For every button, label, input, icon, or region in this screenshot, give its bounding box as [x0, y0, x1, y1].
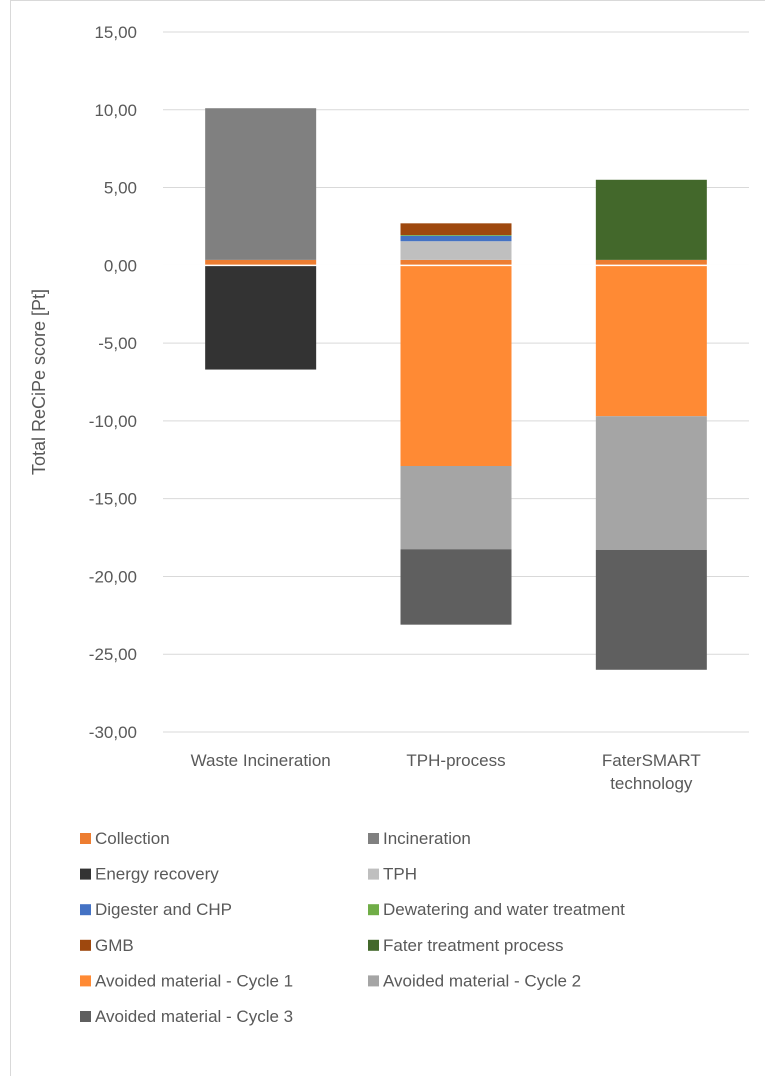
bar-segment [595, 416, 707, 550]
y-tick-label: 10,00 [94, 101, 137, 120]
bar-segment [400, 241, 512, 260]
bars [163, 108, 749, 670]
legend-label: Fater treatment process [383, 936, 563, 955]
legend-swatch [80, 868, 91, 880]
bar-segment [400, 235, 512, 236]
legend-label: Collection [95, 829, 170, 848]
x-category-label: Waste Incineration [191, 751, 331, 770]
bar-segment [205, 108, 317, 260]
y-tick-label: -30,00 [89, 723, 137, 742]
bar-segment [400, 259, 512, 266]
legend-label: Digester and CHP [95, 900, 232, 919]
legend-label: Incineration [383, 829, 471, 848]
legend-swatch [80, 939, 91, 951]
bar-segment [400, 223, 512, 235]
legend-swatch [80, 975, 91, 987]
x-category-label: technology [610, 774, 693, 793]
x-category-label: TPH-process [406, 751, 505, 770]
y-tick-label: 0,00 [104, 256, 137, 275]
legend-swatch [80, 1011, 91, 1022]
legend-swatch [80, 833, 91, 844]
legend-label: TPH [383, 865, 417, 884]
y-axis-title: Total ReCiPe score [Pt] [29, 289, 49, 475]
legend-label: Avoided material - Cycle 2 [383, 971, 581, 990]
legend-label: Energy recovery [95, 865, 219, 884]
bar-segment [595, 550, 707, 670]
y-tick-label: 5,00 [104, 179, 137, 198]
bar-segment [205, 265, 317, 370]
x-category-label: FaterSMART [602, 751, 701, 770]
bar-segment [595, 265, 707, 417]
bar-segment [400, 265, 512, 466]
legend-swatch [368, 868, 379, 880]
y-tick-label: 15,00 [94, 23, 137, 42]
legend-swatch [368, 833, 379, 844]
y-tick-label: -5,00 [98, 334, 137, 353]
axes: 15,00 10,00 5,00 0,00 -5,00 -10,00 -15,00 -20,0… [29, 23, 701, 793]
legend-swatch [80, 904, 91, 916]
y-tick-label: -10,00 [89, 412, 137, 431]
legend-swatch [368, 975, 379, 987]
legend-label: Dewatering and water treatment [383, 900, 625, 919]
legend-label: Avoided material - Cycle 3 [95, 1007, 293, 1026]
legend-swatch [368, 939, 379, 951]
bar-segment [205, 259, 317, 266]
legend-label: Avoided material - Cycle 1 [95, 971, 293, 990]
legend-swatch [368, 904, 379, 916]
bar-segment [595, 179, 707, 260]
y-tick-label: -15,00 [89, 490, 137, 509]
bar-segment [400, 549, 512, 625]
y-tick-label: -20,00 [89, 567, 137, 586]
bar-segment [400, 235, 512, 242]
bar-segment [400, 466, 512, 550]
bar-segment [595, 259, 707, 266]
legend: Collection Incineration Energy recovery TPH… [80, 829, 625, 1026]
legend-label: GMB [95, 936, 134, 955]
y-tick-label: -25,00 [89, 645, 137, 664]
